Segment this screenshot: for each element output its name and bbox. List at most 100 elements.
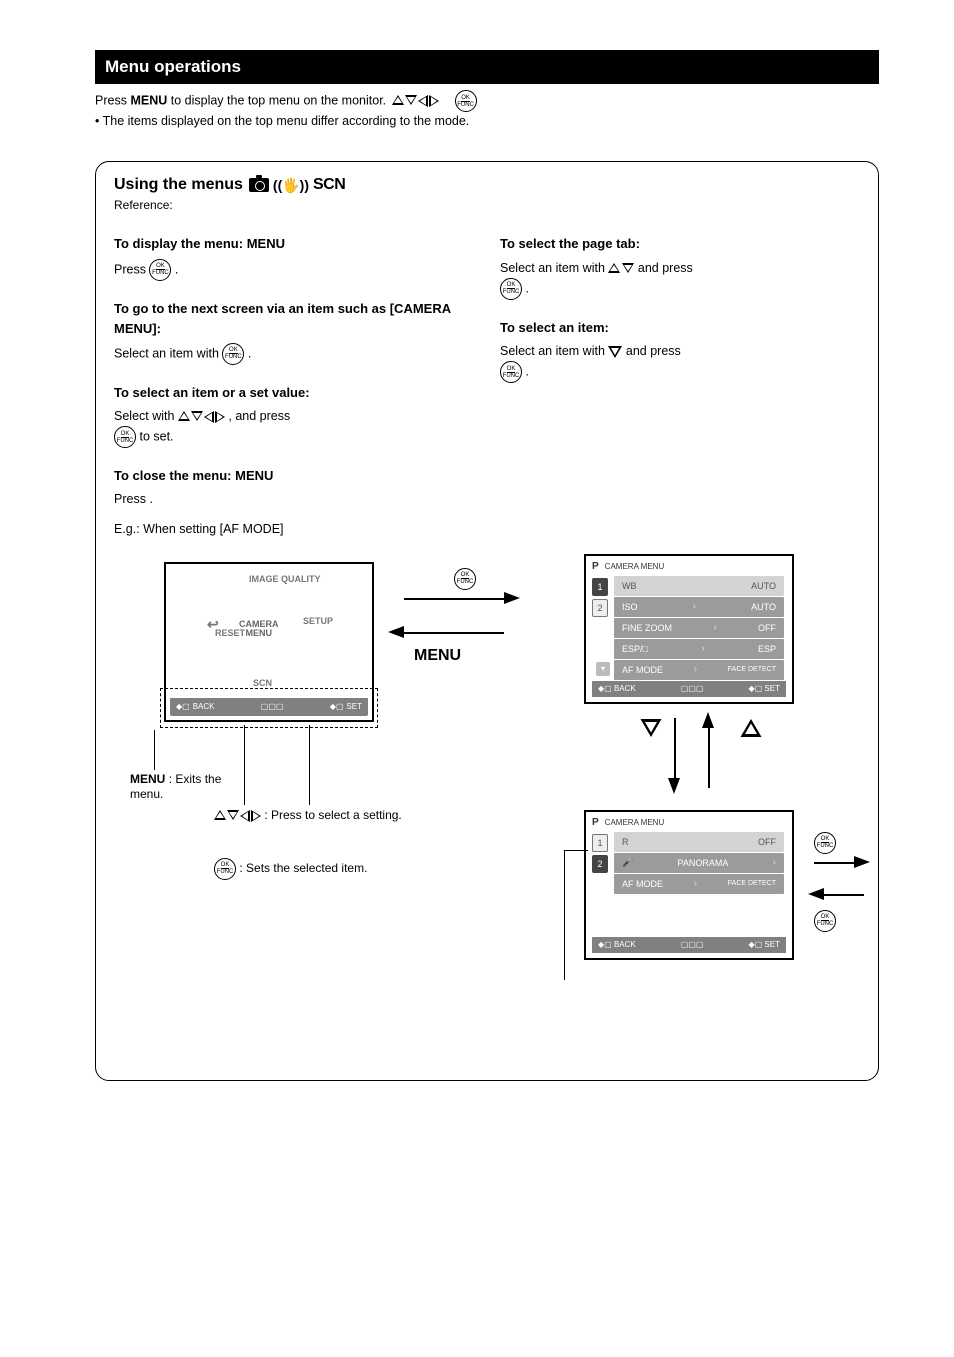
menu-wheel: IMAGE QUALITY ↩ RESET CAMERAMENU SETUP S… <box>209 576 329 696</box>
camera-mode-icon <box>249 178 269 192</box>
callout-line <box>309 725 310 805</box>
arrow-right-icon <box>854 856 870 868</box>
step-body: Select an item with OKFUNC . <box>114 343 474 365</box>
step-title: To close the menu: MENU <box>114 466 474 486</box>
menu-row: AF MODE›FACE DETECT <box>614 660 784 680</box>
ok-func-icon: OKFUNC <box>455 90 477 112</box>
nav-down-group <box>644 720 658 734</box>
ok-label: OKFUNC <box>814 832 836 854</box>
text: Press <box>95 93 130 107</box>
arrow-pad-icon <box>214 810 261 822</box>
callout-ok-set: OKFUNC : Sets the selected item. <box>214 858 444 880</box>
up-outline-icon <box>741 719 762 737</box>
text: The items displayed on the top menu diff… <box>103 114 470 128</box>
text: to display the top menu on the monitor. <box>171 93 386 107</box>
arrow-shaft <box>404 598 504 600</box>
guide-bar: ◆▢ BACK ▢▢▢ ◆▢ SET <box>592 681 786 697</box>
menu-item: SCN <box>253 678 272 688</box>
menu-word: MENU <box>130 93 167 107</box>
lcd-title: CAMERA MENU <box>605 818 665 827</box>
arrow-shaft <box>674 718 676 778</box>
arrow-left-icon <box>808 888 824 900</box>
stabilizer-mode-icon: ((🖐)) <box>273 177 309 194</box>
mode-indicator: P <box>592 561 599 572</box>
step-body: Press . <box>114 490 474 509</box>
menu-row: FINE ZOOM›OFF <box>614 618 784 638</box>
menu-word: MENU <box>247 236 285 251</box>
step-body: Press OKFUNC . <box>114 259 474 281</box>
step-body: Select an item with and press OKFUNC . <box>500 259 860 300</box>
menu-item-center: CAMERAMENU <box>239 620 279 638</box>
mode-icons: ((🖐)) SCN <box>249 176 345 194</box>
menu-row: 🎤 PANORAMA› <box>614 853 784 873</box>
menu-row: ISO›AUTO <box>614 597 784 617</box>
arrow-shaft <box>708 728 710 788</box>
callout-line <box>564 850 565 980</box>
menu-word: MENU <box>235 468 273 483</box>
subsection-heading: Using the menus ((🖐)) SCN <box>114 176 860 194</box>
diagram-area: IMAGE QUALITY ↩ RESET CAMERAMENU SETUP S… <box>114 550 860 1070</box>
nav-up-group <box>744 720 758 734</box>
down-icon <box>608 346 622 358</box>
page-tabs: 1 2 <box>592 578 612 617</box>
step-title: To go to the next screen via an item suc… <box>114 299 474 339</box>
menu-rows: WB›AUTO ISO›AUTO FINE ZOOM›OFF ESP/□›ESP… <box>614 576 784 680</box>
scn-mode-icon: SCN <box>313 176 345 194</box>
left-column: To display the menu: MENU Press OKFUNC .… <box>114 216 474 509</box>
intro-block: Press MENU to display the top menu on th… <box>95 90 879 131</box>
ok-label: OKFUNC <box>814 910 836 932</box>
arrow-right-icon <box>504 592 520 604</box>
callout-line <box>154 730 155 770</box>
menu-label: MENU <box>414 646 461 667</box>
menu-row: ESP/□›ESP <box>614 639 784 659</box>
camera-menu-lcd-1: P CAMERA MENU 1 2 WB›AUTO ISO›AUTO FINE … <box>584 554 794 704</box>
section-header: Menu operations <box>95 50 879 84</box>
ok-func-icon: OKFUNC <box>814 832 836 854</box>
arrow-pad-icon <box>392 95 439 107</box>
top-menu-lcd: IMAGE QUALITY ↩ RESET CAMERAMENU SETUP S… <box>164 562 374 722</box>
section-title: Menu operations <box>105 57 241 77</box>
menu-row: WB›AUTO <box>614 576 784 596</box>
right-column: To select the page tab: Select an item w… <box>500 216 860 509</box>
lcd-title: CAMERA MENU <box>605 562 665 571</box>
arrow-shaft <box>404 632 504 634</box>
ok-func-icon: OKFUNC <box>149 259 171 281</box>
arrow-left-icon <box>388 626 404 638</box>
arrow-shaft <box>814 862 854 864</box>
step-body: Select an item with and press OKFUNC . <box>500 342 860 383</box>
tab: 2 <box>592 599 608 617</box>
arrow-shaft <box>824 894 864 896</box>
ok-label: OKFUNC <box>454 568 476 590</box>
using-menus-box: Using the menus ((🖐)) SCN Reference: To … <box>95 161 879 1080</box>
menu-rows: R›OFF 🎤 PANORAMA› AF MODE›FACE DETECT <box>614 832 784 894</box>
tab: 1 <box>592 834 608 852</box>
example-line: E.g.: When setting [AF MODE] <box>114 522 860 536</box>
lcd-header: P CAMERA MENU <box>592 816 786 830</box>
ok-func-icon: OKFUNC <box>500 361 522 383</box>
arrow-pad-icon <box>178 411 225 423</box>
callout-arrow-pad: : Press to select a setting. <box>214 808 444 824</box>
step-title: To select an item: <box>500 318 860 338</box>
arrow-up-icon <box>702 712 714 728</box>
reference-label: Reference: <box>114 198 860 212</box>
callout-line <box>564 850 588 851</box>
menu-row: R›OFF <box>614 832 784 852</box>
tab: 2 <box>592 855 608 873</box>
heading-text: Using the menus <box>114 176 243 194</box>
step-title: To select the page tab: <box>500 234 860 254</box>
guide-bar: ◆▢ BACK ▢▢▢ ◆▢ SET <box>592 937 786 953</box>
menu-row: AF MODE›FACE DETECT <box>614 874 784 894</box>
two-column-instructions: To display the menu: MENU Press OKFUNC .… <box>114 216 860 509</box>
step-body: Select with , and press OKFUNC to set. <box>114 407 474 448</box>
ok-func-icon: OKFUNC <box>114 426 136 448</box>
camera-menu-lcd-2: P CAMERA MENU 1 2 R›OFF 🎤 PANORAMA› AF M… <box>584 810 794 960</box>
lcd-header: P CAMERA MENU <box>592 560 786 574</box>
page: Menu operations Press MENU to display th… <box>0 0 954 1131</box>
page-tabs: 1 2 <box>592 834 612 873</box>
up-down-icon <box>608 263 634 273</box>
step-title: To select an item or a set value: <box>114 383 474 403</box>
callout-menu-exit: MENU : Exits the menu. <box>130 772 250 803</box>
scroll-indicator-icon: ▾ <box>596 662 610 676</box>
arrow-down-icon <box>668 778 680 794</box>
ok-func-icon: OKFUNC <box>222 343 244 365</box>
